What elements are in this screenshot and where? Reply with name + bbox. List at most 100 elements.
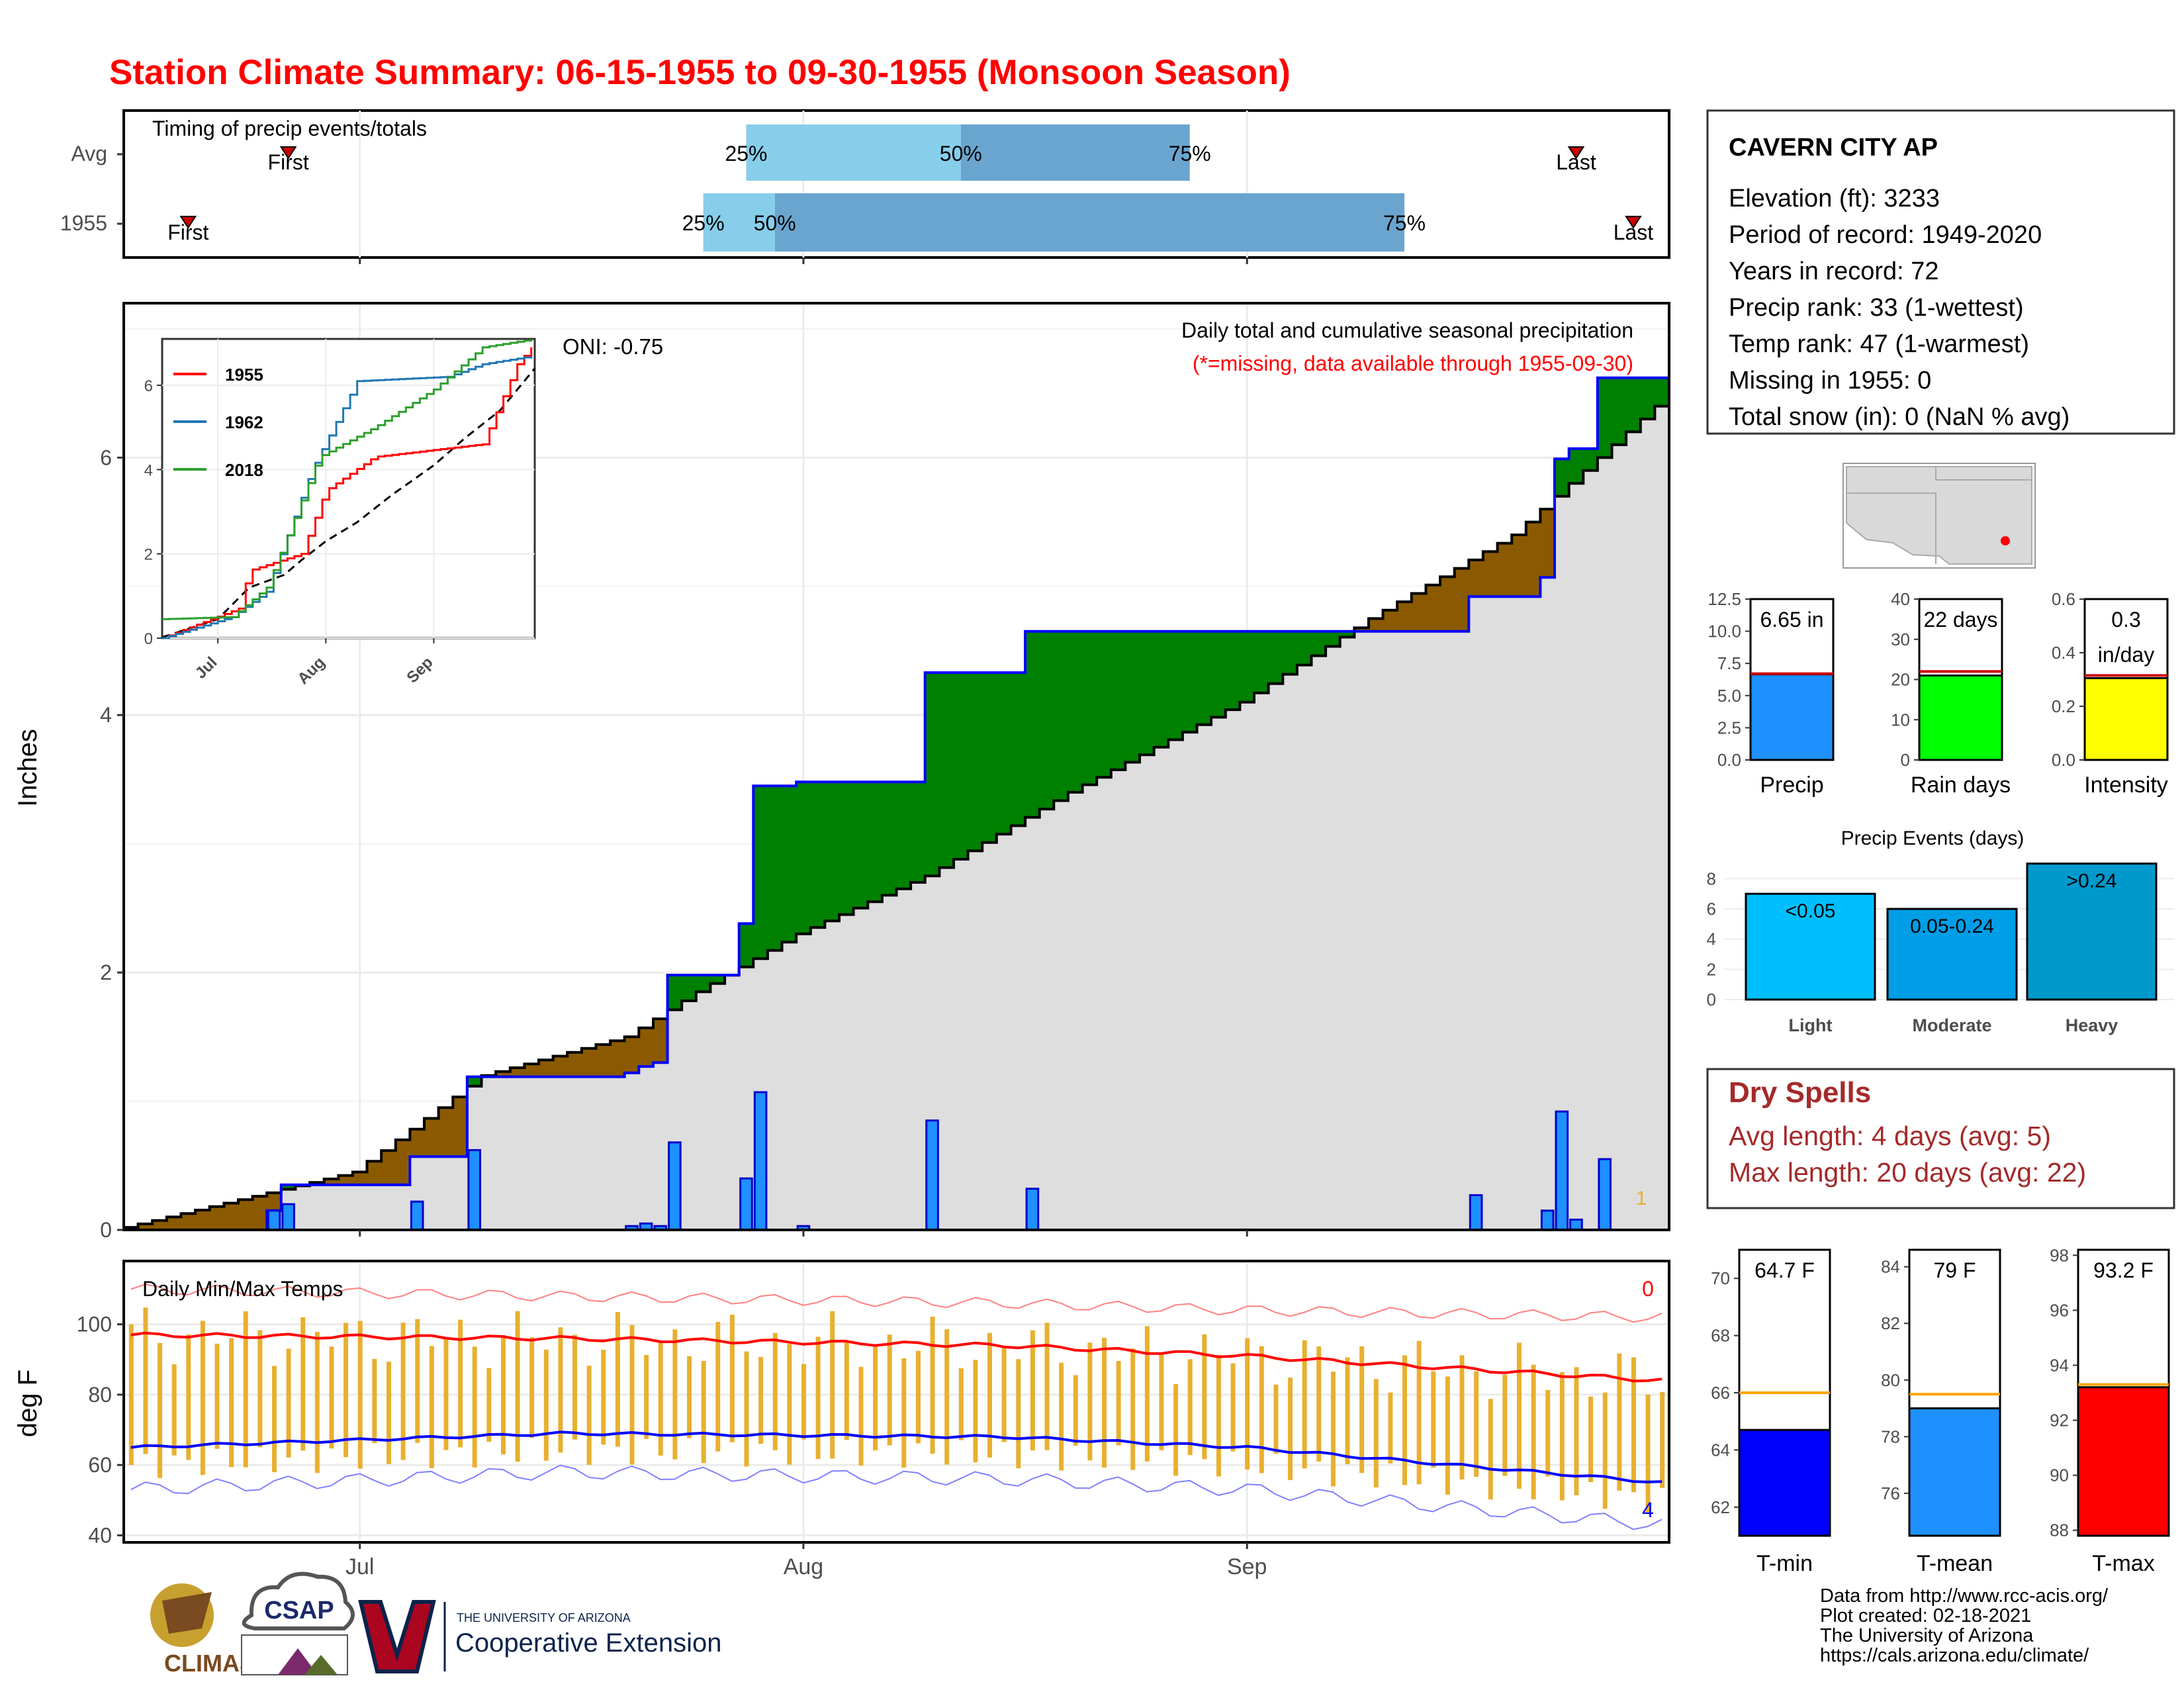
season-total-bars: 6.65 in 0.0 2.5 5.0 7.5 10.0 12.5 Precip 22 days… xyxy=(1707,589,2169,798)
cumulative-fill xyxy=(1354,631,1369,1230)
station-info-box: CAVERN CITY AP Elevation (ft): 3233 Peri… xyxy=(1706,109,2175,435)
daily-temp-bar xyxy=(658,1342,663,1456)
cumulative-fill xyxy=(310,1184,325,1230)
daily-temp-bar xyxy=(1588,1396,1594,1482)
above-average-fill xyxy=(1182,631,1198,733)
above-average-fill xyxy=(782,786,797,943)
daily-precip-bar xyxy=(410,1200,424,1231)
above-average-fill xyxy=(1283,631,1298,675)
cumulative-fill xyxy=(1025,817,1040,1230)
timing-bar-25-50 xyxy=(703,193,775,252)
temp-y-tick-label: 80 xyxy=(88,1383,112,1407)
above-average-fill xyxy=(1268,631,1283,684)
above-average-fill xyxy=(753,786,768,959)
daily-temp-bar xyxy=(701,1360,706,1464)
daily-temp-bar xyxy=(1030,1330,1035,1451)
daily-temp-bar xyxy=(729,1315,735,1442)
inset-legend-label: 1955 xyxy=(225,365,263,385)
daily-temp-bar xyxy=(1431,1371,1436,1468)
daily-temp-bar xyxy=(1202,1334,1207,1460)
temp-bar-y-tick-label: 84 xyxy=(1881,1257,1900,1277)
footer-logos: CLIMAS CSAP THE UNIVERSITY OF ARIZONA Co… xyxy=(150,1571,721,1677)
daily-temp-bar xyxy=(214,1343,220,1449)
below-average-fill xyxy=(1426,585,1441,632)
cumulative-fill xyxy=(810,927,825,1230)
credit-line-created: Plot created: 02-18-2021 xyxy=(1820,1605,2031,1626)
inset-series-1962 xyxy=(162,356,533,639)
daily-temp-bar xyxy=(601,1350,606,1445)
daily-temp-bar xyxy=(143,1307,148,1454)
daily-temp-bar xyxy=(629,1325,635,1465)
above-average-fill xyxy=(882,782,897,896)
precip-note-line2: (*=missing, data available through 1955-… xyxy=(1193,352,1633,375)
temp-bar-label: T-mean xyxy=(1917,1551,1993,1576)
last-event-marker xyxy=(1625,216,1642,229)
daily-temp-bar xyxy=(1330,1372,1336,1487)
events-bar-label: >0.24 xyxy=(2067,870,2117,892)
cumulative-fill xyxy=(496,1076,511,1230)
daily-temp-bar xyxy=(1402,1355,1408,1485)
below-average-fill xyxy=(381,1150,396,1185)
above-average-fill xyxy=(1326,631,1341,647)
cumulative-fill xyxy=(1612,444,1627,1230)
cumulative-fill xyxy=(1482,596,1498,1230)
below-average-fill xyxy=(553,1056,568,1077)
above-average-fill xyxy=(839,782,854,915)
events-bar-label: 0.05-0.24 xyxy=(1910,915,1994,937)
timing-pct-25-label: 25% xyxy=(725,142,767,165)
cumulative-fill xyxy=(1655,406,1670,1230)
average-max-line xyxy=(130,1331,1662,1383)
mini-bar-y-tick-label: 0.6 xyxy=(2052,589,2075,609)
daily-temp-bar xyxy=(400,1323,406,1460)
cumulative-fill xyxy=(1383,631,1398,1230)
mini-bar-value xyxy=(2083,677,2169,761)
above-average-fill xyxy=(1125,631,1140,763)
timing-pct-50-label: 50% xyxy=(940,142,982,165)
daily-temp-bar xyxy=(1602,1392,1608,1509)
below-average-fill xyxy=(1497,543,1512,597)
cumulative-fill xyxy=(453,1156,468,1230)
daily-temp-bar xyxy=(1373,1379,1379,1488)
above-average-fill xyxy=(1569,448,1584,484)
daily-temp-bar xyxy=(515,1311,520,1462)
daily-temp-bar xyxy=(1631,1357,1636,1493)
timing-bar-50-75 xyxy=(960,124,1190,181)
temp-bar-y-tick-label: 66 xyxy=(1711,1383,1730,1403)
cumulative-fill xyxy=(639,1066,654,1230)
above-average-fill xyxy=(1011,673,1026,826)
temp-bar-y-tick-label: 82 xyxy=(1881,1313,1900,1333)
y-tick-label: 2 xyxy=(100,961,112,984)
events-category-label: Heavy xyxy=(2066,1015,2118,1035)
cumulative-fill xyxy=(1125,762,1140,1230)
above-average-fill xyxy=(868,782,883,902)
temp-bar-y-tick-label: 62 xyxy=(1711,1497,1730,1517)
inset-series-2018 xyxy=(162,339,533,620)
cumulative-fill xyxy=(1054,800,1069,1230)
below-average-fill xyxy=(653,1019,668,1063)
locator-map xyxy=(1843,463,2036,569)
season-temp-bars: 64.7 F 62 64 66 68 70 T-min 79 F 76 78 80 82 84 T-mea… xyxy=(1711,1245,2170,1576)
temp-y-tick-label: 100 xyxy=(77,1313,112,1336)
svg-text:Cooperative Extension: Cooperative Extension xyxy=(455,1628,721,1658)
temp-bar-y-tick-label: 76 xyxy=(1881,1483,1900,1503)
mini-bar-y-tick-label: 0.4 xyxy=(2052,643,2075,663)
above-average-fill xyxy=(667,975,682,1010)
temp-bar-y-tick-label: 94 xyxy=(2050,1355,2069,1375)
above-average-fill xyxy=(1597,377,1613,458)
inset-y-tick-label: 0 xyxy=(144,630,153,648)
temp-bar-y-tick-label: 80 xyxy=(1881,1370,1900,1390)
below-average-fill xyxy=(1383,610,1398,632)
average-cumulative-line xyxy=(124,404,1669,1229)
below-average-fill xyxy=(324,1178,339,1185)
daily-temp-bar xyxy=(415,1319,420,1443)
below-average-fill xyxy=(166,1217,182,1230)
above-average-fill xyxy=(853,782,868,908)
above-average-fill xyxy=(1039,631,1054,810)
below-average-fill xyxy=(596,1045,611,1077)
below-average-fill xyxy=(1454,568,1469,632)
daily-temp-bar xyxy=(1459,1355,1465,1479)
events-bar-label: <0.05 xyxy=(1786,900,1836,922)
daily-temp-bar xyxy=(1488,1399,1493,1500)
cumulative-fill xyxy=(610,1076,625,1230)
